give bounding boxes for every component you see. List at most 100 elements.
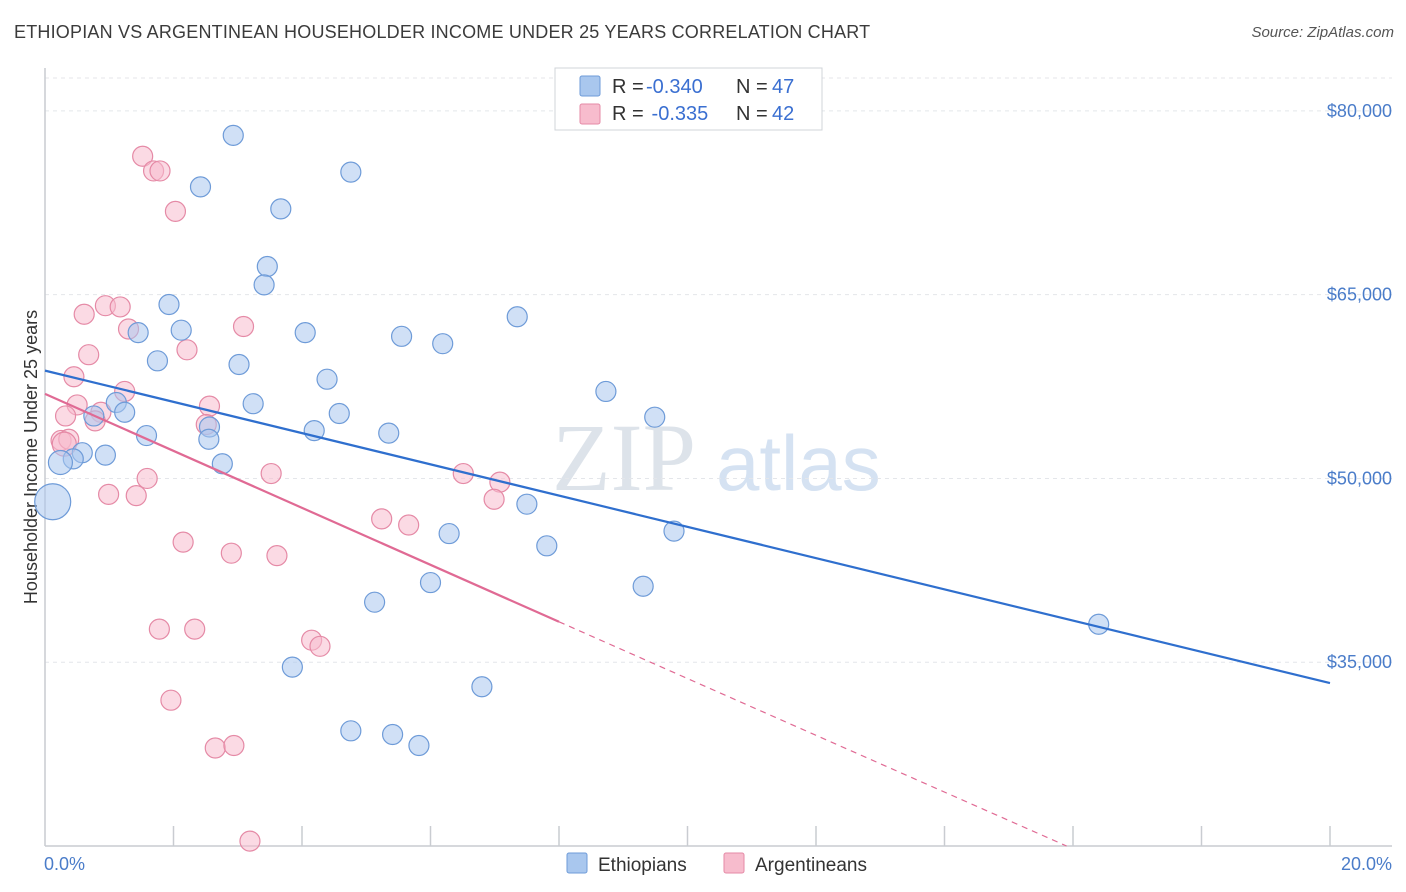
x-tick-label-min: 0.0% (44, 854, 85, 874)
argentinean-point (98, 483, 120, 505)
source-credit: Source: ZipAtlas.com (1251, 24, 1394, 41)
trend-lines (44, 369, 1331, 847)
ethiopian-point (408, 734, 430, 757)
argentinean-point (309, 635, 331, 657)
ethiopian-point (228, 353, 250, 376)
ethiopian-point (506, 306, 528, 328)
ethiopian-point (222, 124, 244, 146)
y-tick-label: $35,000 (1327, 652, 1392, 672)
ethiopian-point (432, 333, 454, 355)
ethiopian-point (316, 368, 338, 390)
y-tick-labels: $35,000 $50,000 $65,000 $80,000 (1327, 101, 1392, 672)
series-legend: Ethiopians Argentineans (566, 852, 867, 876)
ethiopian-point (256, 255, 278, 278)
ethiopian-point (127, 322, 149, 344)
ethiopian-point (281, 656, 303, 678)
argentinean-point (73, 303, 95, 325)
argentinean-point (483, 488, 505, 510)
argentinean-point (452, 462, 474, 485)
argentinean-point (78, 344, 100, 366)
legend-r-label-ethiopians: R = (612, 76, 644, 98)
ethiopian-point (438, 522, 460, 545)
ethiopian-point (170, 319, 192, 341)
legend-r-label-argentineans: R = (612, 103, 644, 125)
ethiopian-point (189, 176, 212, 198)
x-tick-label-max: 20.0% (1341, 854, 1392, 874)
legend-n-label-argentineans: N = (736, 103, 768, 125)
argentinean-point (371, 508, 393, 530)
ethiopians-points (34, 124, 1110, 757)
ethiopian-point (644, 406, 666, 428)
watermark: ZIP atlas (552, 404, 881, 511)
ethiopian-point (34, 483, 72, 521)
correlation-legend: R = -0.340 N = 47 R = -0.335 N = 42 (554, 67, 823, 131)
argentinean-point (54, 405, 77, 427)
argentinean-point (136, 467, 158, 490)
argentinean-point (398, 514, 420, 536)
ethiopian-point (146, 350, 169, 372)
argentineans-trend-extension (558, 621, 1067, 847)
legend-swatch-ethiopians (579, 75, 601, 97)
bottom-legend-swatch-argentineans (723, 852, 745, 874)
argentinean-point (148, 618, 170, 640)
argentinean-point (266, 545, 288, 567)
ethiopian-point (270, 198, 292, 220)
ethiopian-point (378, 422, 400, 444)
argentinean-point (164, 200, 187, 222)
bottom-legend-label-ethiopians: Ethiopians (598, 855, 687, 876)
x-tick-marks (172, 826, 1331, 846)
ethiopian-point (94, 444, 116, 466)
argentinean-point (149, 160, 171, 182)
bottom-legend-label-argentineans: Argentineans (755, 855, 867, 876)
ethiopian-point (340, 161, 362, 183)
ethiopian-point (536, 535, 558, 557)
y-axis-label: Householder Income Under 25 years (21, 310, 41, 604)
legend-n-value-ethiopians: 47 (772, 76, 794, 98)
argentinean-point (220, 542, 242, 564)
y-tick-label: $65,000 (1327, 285, 1392, 305)
argentinean-point (132, 145, 154, 167)
ethiopian-point (294, 322, 316, 344)
ethiopian-point (419, 571, 442, 594)
y-tick-label: $80,000 (1327, 101, 1392, 121)
ethiopian-point (340, 720, 362, 742)
watermark-zip: ZIP (552, 404, 696, 511)
ethiopian-point (253, 274, 275, 296)
ethiopian-point (47, 449, 74, 476)
y-tick-label: $50,000 (1327, 468, 1392, 488)
ethiopian-point (471, 676, 493, 698)
argentinean-point (125, 484, 147, 507)
ethiopian-point (595, 380, 617, 403)
argentinean-point (176, 339, 198, 361)
ethiopian-point (211, 453, 233, 475)
ethiopian-point (632, 575, 654, 597)
ethiopian-point (516, 493, 538, 515)
ethiopian-point (242, 393, 264, 415)
argentinean-point (204, 737, 226, 759)
argentinean-point (260, 462, 282, 485)
ethiopian-point (114, 401, 136, 423)
ethiopian-point (364, 591, 386, 613)
legend-swatch-argentineans (579, 103, 601, 125)
argentineans-trend-line (44, 392, 560, 623)
axes (44, 68, 1392, 847)
argentinean-point (232, 315, 255, 338)
argentinean-point (223, 734, 245, 757)
legend-r-value-ethiopians: -0.340 (646, 76, 703, 98)
ethiopians-trend-line (44, 369, 1331, 685)
legend-n-label-ethiopians: N = (736, 76, 768, 98)
argentinean-point (172, 531, 194, 553)
watermark-atlas: atlas (716, 419, 881, 507)
ethiopian-point (390, 325, 413, 347)
argentinean-point (239, 830, 261, 852)
legend-n-value-argentineans: 42 (772, 103, 794, 125)
ethiopian-point (328, 402, 350, 425)
ethiopian-point (198, 428, 220, 450)
legend-r-value-argentineans: -0.335 (646, 103, 708, 125)
ethiopian-point (381, 723, 404, 746)
argentinean-point (160, 689, 182, 711)
argentinean-point (184, 618, 206, 640)
argentinean-point (109, 296, 131, 318)
ethiopian-point (663, 520, 685, 542)
